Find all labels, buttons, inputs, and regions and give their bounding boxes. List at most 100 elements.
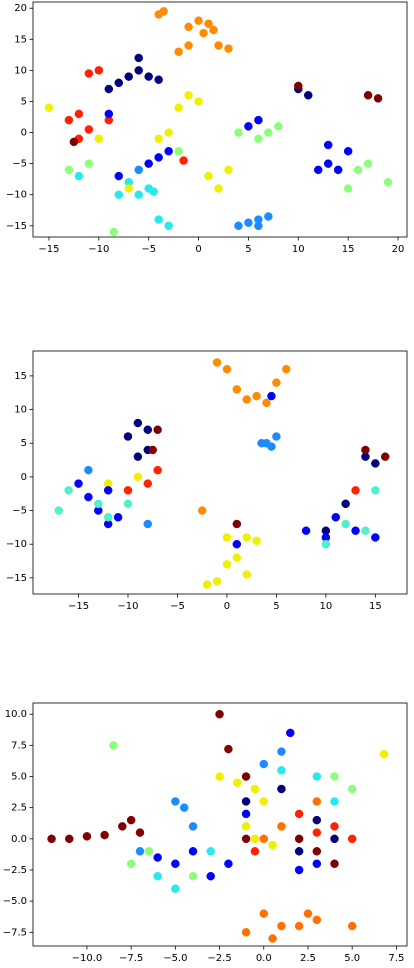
point (199, 28, 208, 38)
y-tick-label: −2.5 (3, 865, 27, 876)
point (331, 513, 341, 522)
point (252, 391, 261, 401)
point (321, 539, 331, 549)
point (74, 479, 83, 488)
point (153, 465, 162, 475)
point (144, 847, 154, 856)
point (232, 385, 242, 394)
point (123, 499, 133, 509)
y-tick-label: 20 (14, 3, 27, 14)
point (184, 91, 193, 100)
x-tick-label: 0 (224, 601, 230, 612)
point (330, 822, 339, 831)
point (252, 536, 261, 546)
y-tick-label: 5.0 (11, 772, 27, 783)
point (154, 215, 163, 224)
point (84, 465, 93, 475)
x-tick-label: −5 (141, 244, 156, 255)
point (153, 853, 162, 862)
point (268, 934, 277, 943)
point (244, 218, 253, 227)
point (323, 159, 333, 168)
point (347, 921, 357, 931)
point (84, 159, 94, 168)
point (264, 212, 273, 221)
point (123, 486, 133, 495)
point (118, 822, 127, 831)
point (267, 442, 276, 451)
point (264, 128, 273, 137)
point (272, 432, 281, 441)
x-tick-label: 10 (320, 601, 333, 612)
point (224, 859, 233, 869)
point (303, 909, 313, 918)
y-tick-label: 10 (14, 65, 27, 76)
x-tick-label: 20 (392, 244, 405, 255)
point (330, 797, 339, 806)
axes-frame (32, 702, 408, 947)
point (113, 513, 123, 522)
point (262, 398, 271, 408)
x-tick-label: 15 (369, 601, 382, 612)
y-tick-label: −5 (12, 159, 27, 170)
point (330, 834, 339, 844)
point (215, 772, 224, 781)
point (144, 159, 153, 168)
y-tick-label: 0.0 (11, 834, 27, 845)
point (69, 137, 79, 147)
point (94, 66, 104, 75)
point (224, 44, 233, 53)
point (114, 190, 124, 199)
point (363, 91, 373, 100)
point (64, 486, 73, 495)
y-tick-label: −15 (6, 221, 27, 232)
x-tick-label: −10 (117, 601, 138, 612)
y-tick-label: 0 (21, 128, 27, 139)
point (171, 859, 180, 869)
y-tick-label: 7.5 (11, 740, 27, 751)
point (104, 84, 114, 94)
point (64, 165, 74, 175)
y-tick-label: −10 (6, 539, 27, 550)
point (184, 41, 193, 50)
point (371, 533, 380, 542)
point (204, 19, 213, 29)
point (274, 122, 283, 131)
point (351, 486, 360, 495)
point (277, 921, 286, 931)
point (312, 915, 322, 925)
point (126, 859, 136, 869)
point (135, 828, 145, 837)
point (343, 184, 353, 193)
point (242, 533, 251, 542)
point (294, 834, 304, 844)
point (259, 797, 269, 806)
x-tick-label: 0 (195, 244, 201, 255)
point (84, 492, 93, 502)
point (259, 759, 269, 769)
point (351, 526, 360, 535)
y-tick-label: 0 (21, 472, 27, 483)
point (74, 171, 84, 181)
point (153, 871, 162, 881)
point (171, 797, 180, 806)
x-tick-label: −15 (38, 244, 59, 255)
y-tick-label: −15 (6, 573, 27, 584)
point (188, 822, 198, 831)
point (103, 486, 113, 495)
point (133, 452, 143, 461)
point (241, 809, 251, 819)
point (272, 378, 281, 387)
point (330, 772, 339, 781)
point (126, 815, 136, 825)
point (312, 772, 322, 781)
point (154, 10, 163, 19)
point (204, 171, 213, 181)
point (212, 358, 222, 367)
point (304, 91, 313, 100)
point (380, 452, 390, 461)
point (371, 459, 380, 468)
point (312, 815, 322, 825)
point (134, 165, 143, 175)
point (188, 871, 198, 881)
